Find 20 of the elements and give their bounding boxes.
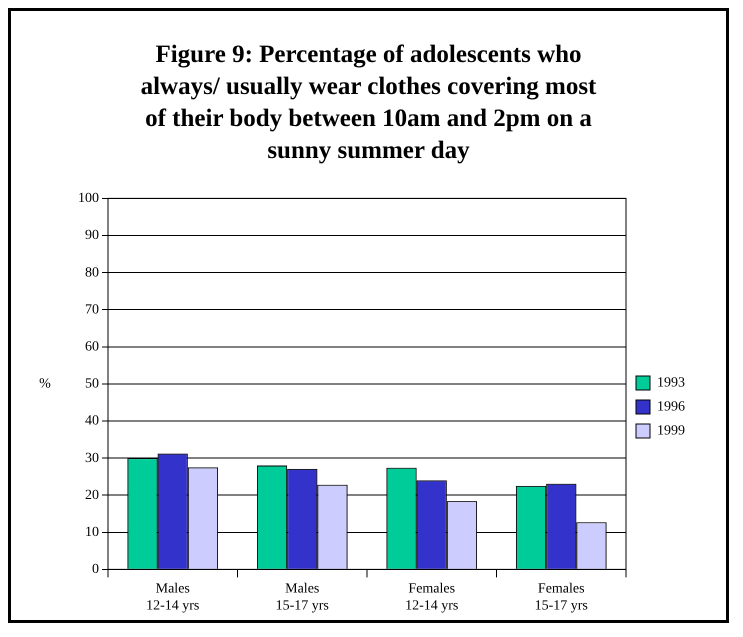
y-tick-label: 100 — [78, 191, 99, 206]
x-tick-label: Females 15-17 yrs — [534, 581, 588, 614]
x-tick-label: Males 12-14 yrs — [146, 581, 200, 614]
y-tick-label: 40 — [85, 414, 99, 429]
x-tick-label: Males 15-17 yrs — [276, 581, 329, 614]
y-tick-label: 30 — [85, 450, 99, 466]
y-tick-label: 70 — [85, 302, 99, 318]
y-tick-label: 20 — [85, 488, 99, 503]
x-tick-label: Females 12-14 yrs — [405, 581, 458, 614]
legend-label: 1996 — [657, 400, 685, 415]
legend-label: 1993 — [657, 376, 685, 391]
y-tick-label: 60 — [85, 339, 99, 354]
chart-title: Figure 9: Percentage of adolescents who always/ usually wear clothes covering most of their body between 10am and 2pm on a sunny summer day — [140, 40, 598, 166]
y-tick-label: 80 — [85, 265, 99, 280]
legend-label: 1999 — [657, 424, 685, 439]
y-tick-label: 10 — [85, 524, 99, 540]
y-axis-title: % — [39, 376, 52, 392]
y-tick-label: 90 — [85, 228, 99, 244]
y-tick-label: 0 — [92, 562, 99, 578]
y-tick-label: 50 — [85, 376, 99, 392]
